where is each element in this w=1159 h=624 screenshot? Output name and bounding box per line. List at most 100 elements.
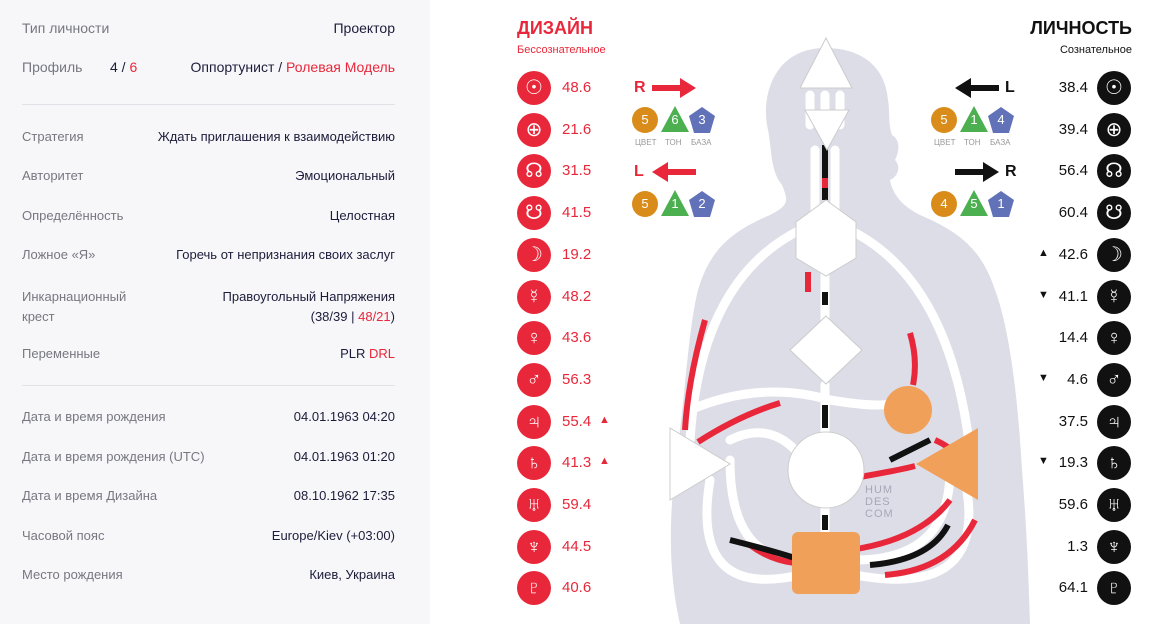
- personality-planet-value: 59.6: [1058, 496, 1088, 513]
- divider: [22, 104, 395, 105]
- south-node-icon: ☋: [1097, 196, 1131, 231]
- mercury-icon: ☿: [517, 279, 551, 314]
- personality-planet-value: 64.1: [1058, 579, 1088, 597]
- design-tone-triangle-icon: [661, 106, 689, 132]
- definition-row: Определённость Целостная: [22, 208, 395, 226]
- personality-base-value: 4: [997, 112, 1005, 127]
- personality-planet-value: 1.3: [1067, 537, 1088, 555]
- not-self-value: Горечь от непризнания своих заслуг: [176, 247, 395, 262]
- personality-arrow2-letter: R: [1005, 163, 1017, 180]
- definition-label: Определённость: [22, 208, 124, 223]
- profile-numbers: 4 / 6: [110, 59, 138, 75]
- design-planet-value: 59.4: [562, 496, 592, 513]
- north-node-icon: ☊: [1097, 154, 1131, 189]
- design-planet-value: 48.2: [562, 287, 592, 305]
- profile-names: Оппортунист / Ролевая Модель: [190, 59, 395, 75]
- personality-retrograde-mark: ▲: [1038, 246, 1049, 259]
- design-planet-value: 44.5: [562, 537, 592, 555]
- design-planet-value: 31.5: [562, 162, 592, 180]
- personality-base-pentagon-icon-2: [988, 191, 1014, 217]
- authority-row: Авторитет Эмоциональный: [22, 168, 395, 186]
- ajna-center: [804, 109, 850, 152]
- personality-tone-caption: ТОН: [964, 138, 981, 147]
- personality-planet-value: 14.4: [1058, 329, 1088, 347]
- design-retrograde-mark: ▲: [599, 455, 610, 468]
- personality-planet-value: 60.4: [1058, 204, 1088, 222]
- variables-label: Переменные: [22, 346, 101, 361]
- sun-icon: ☉: [1097, 71, 1131, 105]
- design-color-badge: 5: [632, 107, 658, 133]
- heart-center: [884, 386, 932, 434]
- pluto-icon: ♇: [1097, 571, 1131, 606]
- design-tone-value-2: 1: [671, 196, 679, 211]
- personality-planet-value: 41.1: [1058, 287, 1088, 305]
- pluto-icon: ♇: [517, 571, 551, 606]
- personality-planet-value: 56.4: [1058, 162, 1088, 180]
- g-center: [789, 315, 863, 385]
- birthplace-row: Место рождения Киев, Украина: [22, 567, 395, 585]
- not-self-label: Ложное «Я»: [22, 247, 96, 262]
- design-planet-value: 40.6: [562, 579, 592, 597]
- personality-planet-value: 38.4: [1058, 79, 1088, 96]
- bodygraph-area: ДИЗАЙН Бессознательное ЛИЧНОСТЬ Сознател…: [430, 0, 1159, 624]
- authority-value: Эмоциональный: [295, 168, 395, 183]
- variables-row: Переменные PLR DRL: [22, 346, 395, 364]
- design-planet-value: 48.6: [562, 79, 592, 96]
- design-color-badge-2: 5: [632, 191, 658, 217]
- type-value: Проектор: [333, 20, 395, 36]
- mars-icon: ♂: [1097, 362, 1131, 397]
- birthplace-value: Киев, Украина: [309, 567, 395, 582]
- personality-planet-row: ☉ 38.4: [1020, 71, 1131, 105]
- design-tone-caption: ТОН: [665, 138, 682, 147]
- sun-icon: ☉: [517, 71, 551, 105]
- personality-planet-value: 19.3: [1058, 454, 1088, 472]
- moon-icon: ☽: [517, 237, 551, 272]
- earth-icon: ⊕: [1097, 112, 1131, 147]
- personality-planet-row: ♄ 19.3 ▼: [1020, 446, 1131, 481]
- cross-label: Инкарнационный крест: [22, 289, 127, 324]
- birth-row: Дата и время рождения 04.01.1963 04:20: [22, 409, 395, 427]
- venus-icon: ♀: [1097, 321, 1131, 356]
- not-self-row: Ложное «Я» Горечь от непризнания своих з…: [22, 247, 395, 265]
- design-arrow2-left-icon: [652, 162, 696, 182]
- channels-base: [685, 90, 975, 584]
- design-date-row: Дата и время Дизайна 08.10.1962 17:35: [22, 488, 395, 506]
- personality-planet-value: 4.6: [1067, 370, 1088, 388]
- design-base-pentagon-icon: [689, 107, 715, 133]
- info-panel: Тип личности Проектор Профиль 4 / 6 Оппо…: [0, 0, 430, 624]
- timezone-row: Часовой пояс Europe/Kiev (+03:00): [22, 528, 395, 546]
- design-planet-value: 41.5: [562, 204, 592, 222]
- design-subtitle: Бессознательное: [517, 44, 606, 56]
- personality-color-badge-2: 4: [931, 191, 957, 217]
- uranus-icon: ♅: [517, 488, 551, 522]
- moon-icon: ☽: [1097, 237, 1131, 272]
- personality-planet-row: ☊ 56.4: [1020, 154, 1131, 189]
- watermark: HUM DES COM: [865, 484, 894, 520]
- personality-tone-triangle-icon-2: [960, 190, 988, 216]
- bodygraph: [669, 36, 1030, 624]
- design-date-label: Дата и время Дизайна: [22, 488, 158, 503]
- personality-planet-row: ☋ 60.4: [1020, 196, 1131, 231]
- design-tone-value: 6: [671, 112, 679, 127]
- personality-base-value-2: 1: [997, 196, 1005, 211]
- type-label: Тип личности: [22, 20, 110, 36]
- spleen-center: [669, 427, 731, 501]
- authority-label: Авторитет: [22, 168, 84, 183]
- design-arrow1-right-icon: [652, 78, 696, 98]
- profile-row: Профиль 4 / 6 Оппортунист / Ролевая Моде…: [22, 59, 395, 79]
- design-arrow1-letter: R: [634, 79, 646, 96]
- sacral-center: [787, 431, 865, 509]
- strategy-row: Стратегия Ждать приглашения к взаимодейс…: [22, 129, 395, 147]
- type-row: Тип личности Проектор: [22, 20, 395, 40]
- body-silhouette: [670, 48, 1030, 624]
- north-node-icon: ☊: [517, 154, 551, 189]
- personality-arrow1-left-icon: [955, 78, 999, 98]
- personality-arrow1-letter: L: [1005, 79, 1015, 96]
- personality-planet-row: ☿ 41.1 ▼: [1020, 279, 1131, 314]
- saturn-icon: ♄: [517, 446, 551, 481]
- design-planet-value: 19.2: [562, 245, 592, 263]
- strategy-value: Ждать приглашения к взаимодействию: [157, 129, 395, 144]
- personality-planet-row: ⊕ 39.4: [1020, 112, 1131, 147]
- personality-arrow2-right-icon: [955, 162, 999, 182]
- personality-planet-row: ♃ 37.5: [1020, 404, 1131, 439]
